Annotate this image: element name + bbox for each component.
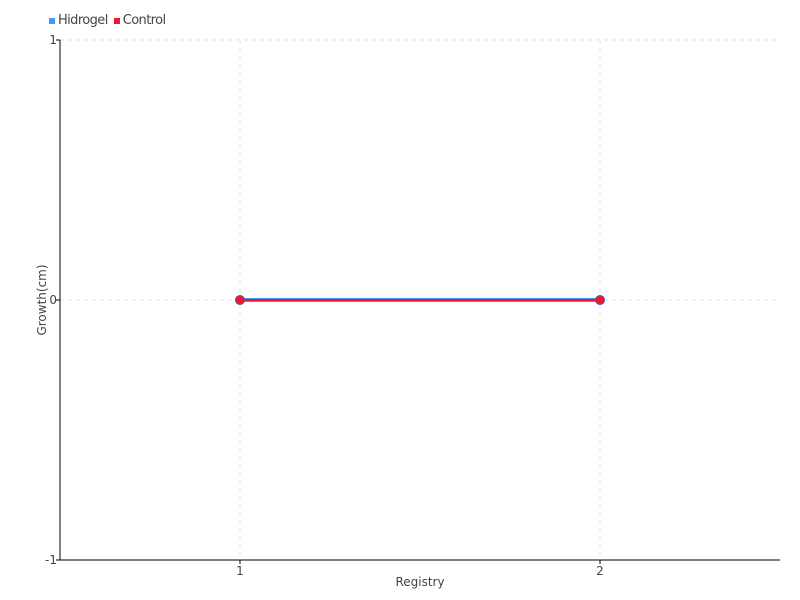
y-tick-label: 1 bbox=[49, 33, 57, 47]
y-axis-label: Growth(cm) bbox=[35, 264, 49, 335]
legend-swatch-control bbox=[113, 17, 120, 24]
legend-item-hidrogel[interactable]: Hidrogel bbox=[49, 13, 108, 28]
axes: 1 0 -1 1 2 bbox=[45, 33, 780, 578]
legend-label-hidrogel: Hidrogel bbox=[58, 13, 108, 28]
x-tick-label: 1 bbox=[236, 564, 244, 578]
x-tick-label: 2 bbox=[596, 564, 604, 578]
series bbox=[235, 295, 605, 305]
y-tick-label: -1 bbox=[45, 553, 57, 567]
legend-item-control[interactable]: Control bbox=[113, 13, 166, 28]
legend-swatch-hidrogel bbox=[49, 17, 55, 24]
data-point-control bbox=[236, 296, 244, 304]
data-point-control bbox=[596, 296, 604, 304]
legend-label-control: Control bbox=[122, 13, 166, 28]
legend: Hidrogel Control bbox=[49, 13, 172, 28]
y-tick-label: 0 bbox=[49, 293, 57, 307]
x-axis-label: Registry bbox=[395, 575, 444, 589]
